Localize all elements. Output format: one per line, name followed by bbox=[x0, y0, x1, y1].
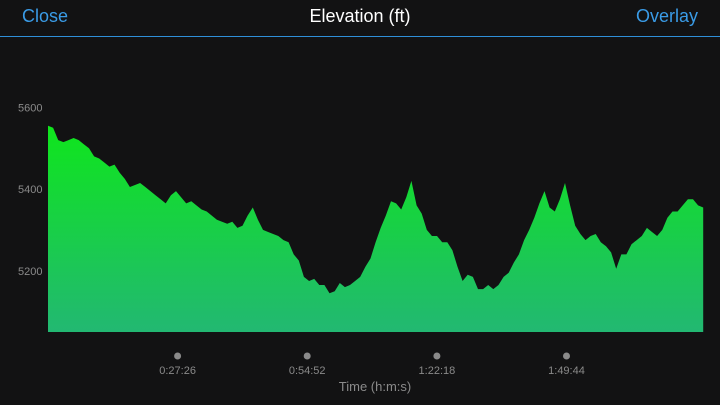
header-bar: Close Elevation (ft) Overlay bbox=[0, 0, 720, 37]
x-tick-dot bbox=[174, 352, 182, 360]
x-tick-dot bbox=[303, 352, 311, 360]
y-tick-label: 5600 bbox=[18, 102, 42, 114]
close-button[interactable]: Close bbox=[22, 6, 69, 26]
x-tick-label: 1:22:18 bbox=[419, 365, 456, 377]
elevation-area bbox=[48, 125, 704, 332]
x-tick-dot bbox=[433, 352, 441, 360]
overlay-button[interactable]: Overlay bbox=[635, 6, 698, 26]
x-tick-label: 0:27:26 bbox=[159, 365, 196, 377]
x-tick-label: 0:54:52 bbox=[289, 365, 326, 377]
y-tick-label: 5400 bbox=[18, 184, 42, 196]
x-tick-dot bbox=[563, 352, 570, 360]
x-tick-label: 1:49:44 bbox=[548, 365, 585, 377]
page-title: Elevation (ft) bbox=[309, 6, 411, 26]
y-tick-label: 5200 bbox=[18, 266, 42, 278]
x-axis-label: Time (h:m:s) bbox=[339, 379, 411, 394]
